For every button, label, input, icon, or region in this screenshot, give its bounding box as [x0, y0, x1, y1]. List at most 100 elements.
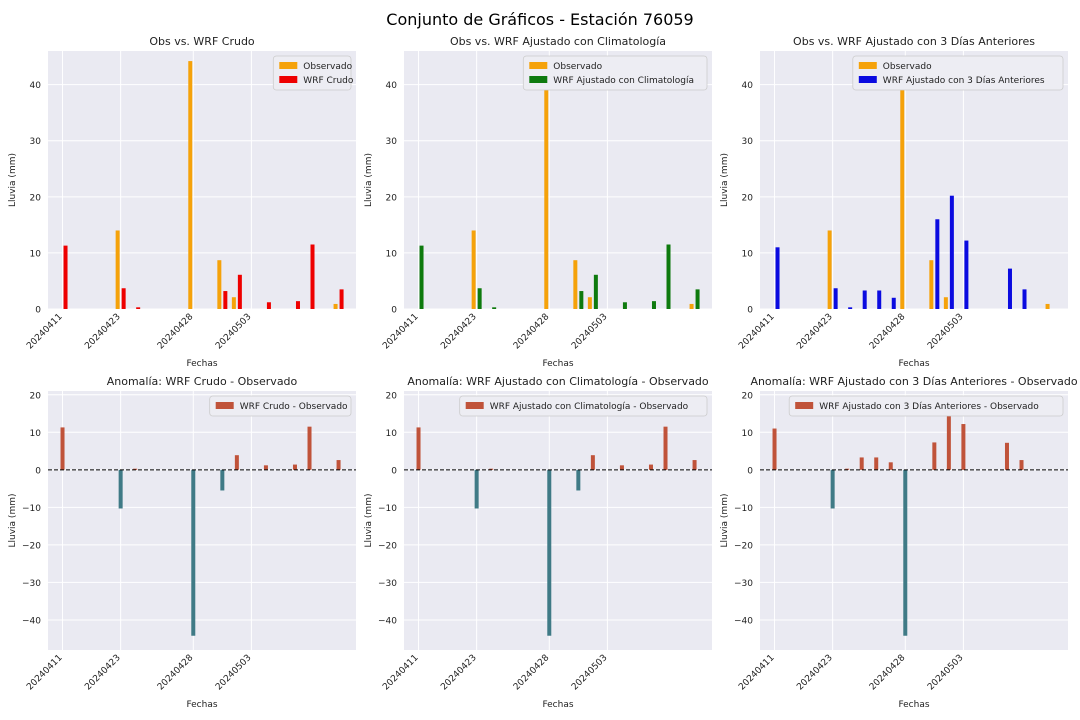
y-tick-label: 0: [747, 466, 753, 476]
y-tick-label: 30: [30, 137, 42, 147]
legend-label: WRF Ajustado con 3 Días Anteriores: [883, 76, 1045, 86]
y-tick-label: −40: [734, 616, 753, 626]
y-tick-label: 0: [391, 466, 397, 476]
bar: [237, 274, 242, 309]
legend-box: [852, 55, 1064, 91]
legend-label: Observado: [303, 62, 352, 72]
y-axis-label: Lluvia (mm): [364, 494, 374, 548]
legend: Observado WRF Ajustado con 3 Días Anterio…: [852, 55, 1064, 91]
y-tick-label: 0: [35, 306, 41, 316]
bar: [651, 301, 656, 309]
y-axis-label: Lluvia (mm): [8, 153, 18, 207]
chart-4: Anomalía: WRF Crudo - Observado −40 −30 −20…: [8, 375, 356, 710]
x-tick-label: 20240503: [214, 312, 253, 351]
bar: [587, 297, 592, 309]
x-axis-label: Fechas: [186, 700, 217, 710]
bar: [489, 468, 494, 470]
y-axis-label: Lluvia (mm): [364, 153, 374, 207]
x-tick-label: 20240423: [83, 653, 122, 692]
bar: [336, 460, 341, 470]
x-tick-label: 20240423: [439, 312, 478, 351]
legend-label: WRF Ajustado con 3 Días Anteriores - Obs…: [819, 402, 1039, 412]
y-tick-label: 20: [742, 193, 754, 203]
y-tick-label: 20: [30, 391, 42, 401]
legend-swatch: [279, 76, 298, 83]
bar: [830, 469, 835, 509]
bar: [544, 61, 549, 309]
x-tick-label: 20240503: [570, 312, 609, 351]
bar: [590, 455, 595, 470]
y-tick-label: 10: [386, 249, 398, 259]
bar: [961, 424, 966, 470]
x-tick-label: 20240428: [868, 312, 908, 352]
y-tick-label: −30: [734, 579, 753, 589]
bar: [946, 401, 951, 470]
legend: WRF Crudo - Observado: [209, 395, 352, 417]
bar: [310, 244, 315, 309]
legend: Observado WRF Ajustado con Climatología: [522, 55, 708, 91]
bar: [295, 301, 300, 309]
chart-title: Anomalía: WRF Crudo - Observado: [107, 375, 298, 388]
chart-title: Anomalía: WRF Ajustado con 3 Días Anteri…: [750, 375, 1077, 388]
bar: [220, 469, 225, 491]
bar: [223, 291, 228, 309]
bar: [191, 469, 196, 636]
bar: [903, 469, 908, 636]
legend-label: Observado: [883, 62, 932, 72]
legend-label: Observado: [553, 62, 602, 72]
x-tick-label: 20240423: [83, 312, 122, 351]
y-axis-label: Lluvia (mm): [720, 494, 730, 548]
x-tick-label: 20240411: [25, 312, 64, 351]
bar: [63, 245, 68, 309]
plot-area: [760, 51, 1068, 309]
legend-swatch: [529, 62, 548, 69]
legend-swatch: [465, 402, 484, 409]
bar: [874, 457, 879, 470]
bar: [579, 291, 584, 309]
x-tick-label: 20240428: [156, 312, 196, 352]
bar: [859, 457, 864, 470]
bar: [648, 464, 653, 470]
x-tick-label: 20240423: [795, 653, 834, 692]
bar: [935, 219, 940, 309]
x-tick-label: 20240423: [439, 653, 478, 692]
bar: [827, 230, 832, 309]
bar: [772, 428, 777, 470]
y-tick-label: 30: [742, 137, 754, 147]
bar: [964, 240, 969, 309]
legend-swatch: [858, 76, 877, 83]
bar: [619, 465, 624, 470]
y-tick-label: −20: [734, 541, 753, 551]
y-tick-label: −10: [378, 504, 397, 514]
x-axis-label: Fechas: [542, 700, 573, 710]
bar: [576, 469, 581, 491]
y-tick-label: 20: [30, 193, 42, 203]
bar: [689, 303, 694, 309]
x-tick-label: 20240423: [795, 312, 834, 351]
legend-box: [459, 395, 708, 417]
y-tick-label: −10: [734, 504, 753, 514]
legend-box: [209, 395, 352, 417]
legend-box: [788, 395, 1064, 417]
chart-title: Anomalía: WRF Ajustado con Climatología …: [407, 375, 709, 388]
legend-swatch: [529, 76, 548, 83]
y-tick-label: −20: [378, 541, 397, 551]
y-tick-label: −40: [378, 616, 397, 626]
x-tick-label: 20240428: [868, 653, 908, 693]
bar: [419, 245, 424, 309]
y-axis-label: Lluvia (mm): [8, 494, 18, 548]
bar: [1022, 289, 1027, 309]
bar: [60, 427, 65, 470]
bar: [307, 426, 312, 470]
x-tick-label: 20240503: [926, 312, 965, 351]
bar: [1019, 460, 1024, 470]
x-tick-label: 20240428: [156, 653, 196, 693]
bar: [622, 302, 627, 309]
legend-swatch: [279, 62, 298, 69]
y-tick-label: −30: [22, 579, 41, 589]
chart-title: Obs vs. WRF Crudo: [149, 35, 255, 48]
x-axis-label: Fechas: [186, 359, 217, 369]
y-tick-label: 10: [742, 429, 754, 439]
legend: WRF Ajustado con Climatología - Observad…: [459, 395, 708, 417]
